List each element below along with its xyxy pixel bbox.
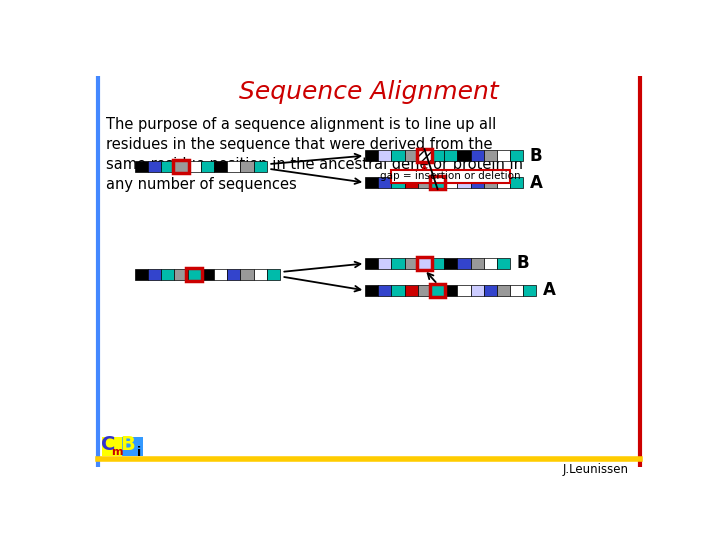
Bar <box>122 437 143 456</box>
Bar <box>201 269 214 280</box>
Bar <box>484 258 497 269</box>
Bar <box>510 285 523 296</box>
Bar <box>484 150 497 161</box>
Text: A: A <box>529 174 542 192</box>
Bar <box>378 177 392 188</box>
Bar <box>214 161 228 172</box>
Bar <box>484 177 497 188</box>
Bar <box>418 177 431 188</box>
Bar <box>457 150 471 161</box>
Bar <box>497 258 510 269</box>
Bar <box>444 177 457 188</box>
Bar <box>431 285 444 296</box>
Bar <box>457 258 471 269</box>
Bar <box>417 257 432 270</box>
Bar <box>417 149 432 162</box>
Bar <box>430 284 446 297</box>
Bar <box>431 258 444 269</box>
Text: A: A <box>543 281 555 299</box>
Text: The purpose of a sequence alignment is to line up all
residues in the sequence t: The purpose of a sequence alignment is t… <box>106 117 523 192</box>
Bar <box>418 285 431 296</box>
Bar <box>365 150 378 161</box>
Bar <box>457 177 471 188</box>
Bar <box>186 268 202 281</box>
Bar <box>510 150 523 161</box>
Bar <box>228 161 240 172</box>
Bar <box>471 150 484 161</box>
Bar <box>392 285 405 296</box>
Bar <box>378 285 392 296</box>
Bar <box>228 269 240 280</box>
Bar <box>240 161 253 172</box>
Bar <box>253 161 266 172</box>
Bar <box>188 269 201 280</box>
Bar <box>430 176 446 189</box>
Bar <box>392 170 510 183</box>
Bar <box>188 161 201 172</box>
Bar <box>135 161 148 172</box>
Bar <box>405 150 418 161</box>
Bar <box>266 269 280 280</box>
Bar <box>174 269 188 280</box>
Bar <box>431 150 444 161</box>
Bar <box>392 177 405 188</box>
Text: J.Leunissen: J.Leunissen <box>562 463 629 476</box>
Bar <box>523 285 536 296</box>
Bar <box>365 258 378 269</box>
Bar <box>497 177 510 188</box>
Bar <box>214 269 228 280</box>
Bar <box>392 150 405 161</box>
Bar <box>161 161 174 172</box>
Bar <box>405 285 418 296</box>
Bar <box>392 258 405 269</box>
Bar <box>253 269 266 280</box>
Bar <box>444 285 457 296</box>
Bar <box>497 150 510 161</box>
Text: B: B <box>121 435 135 454</box>
Bar <box>405 177 418 188</box>
Bar <box>444 150 457 161</box>
Bar <box>148 269 161 280</box>
Bar <box>174 160 189 173</box>
Text: Sequence Alignment: Sequence Alignment <box>239 80 499 104</box>
Bar <box>161 269 174 280</box>
Bar <box>148 161 161 172</box>
Bar <box>497 285 510 296</box>
Bar <box>510 177 523 188</box>
Text: C: C <box>101 435 115 454</box>
Bar <box>378 150 392 161</box>
Bar <box>471 285 484 296</box>
Bar <box>471 177 484 188</box>
Bar <box>174 161 188 172</box>
Bar <box>418 258 431 269</box>
Bar <box>444 258 457 269</box>
Bar <box>431 177 444 188</box>
Bar <box>471 258 484 269</box>
Bar <box>457 285 471 296</box>
Bar <box>135 269 148 280</box>
Bar <box>378 258 392 269</box>
Bar <box>418 150 431 161</box>
Bar <box>405 258 418 269</box>
Bar <box>240 269 253 280</box>
Text: gap = insertion or deletion: gap = insertion or deletion <box>380 172 521 181</box>
Text: B: B <box>529 147 542 165</box>
Bar <box>102 437 123 456</box>
Text: B: B <box>516 254 529 273</box>
Bar <box>365 285 378 296</box>
Bar <box>201 161 214 172</box>
Bar <box>365 177 378 188</box>
Text: m: m <box>112 447 123 457</box>
Text: i: i <box>137 446 141 458</box>
Bar <box>484 285 497 296</box>
